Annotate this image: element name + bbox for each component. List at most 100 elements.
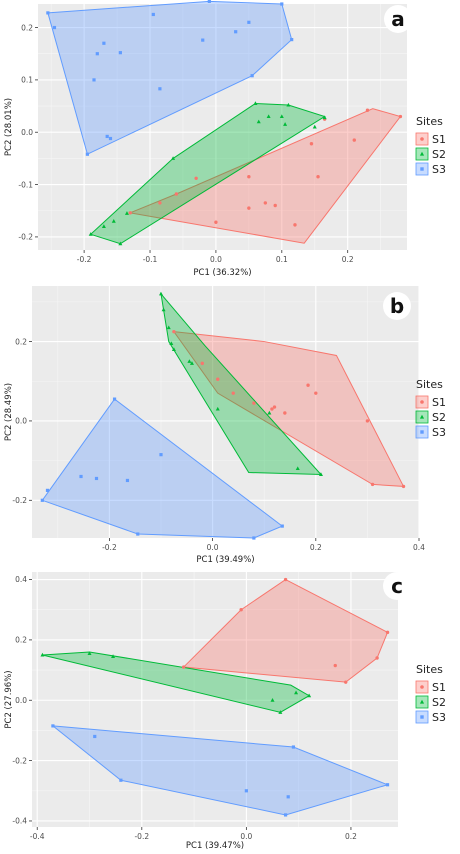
point-s3: [158, 87, 162, 91]
point-s1: [316, 175, 320, 179]
y-tick-label: -0.2: [12, 496, 27, 505]
point-s2: [169, 341, 174, 346]
point-s3: [136, 532, 140, 536]
point-s3: [45, 488, 50, 492]
hull-s2: [160, 292, 323, 476]
point-s1: [194, 176, 198, 180]
point-s2: [286, 102, 291, 107]
point-s3: [159, 453, 163, 457]
y-tick-label: -0.2: [12, 756, 27, 765]
y-tick-label: -0.4: [12, 817, 27, 826]
point-s2: [278, 710, 283, 714]
point-s2: [40, 652, 45, 657]
point-s1: [239, 608, 243, 612]
x-tick-label: 0.0: [207, 543, 219, 552]
point-s2: [322, 115, 327, 120]
x-tick-label: 0.2: [345, 832, 357, 841]
point-s1: [314, 391, 318, 395]
y-tick-label: 0.2: [15, 337, 27, 346]
point-s1: [401, 484, 406, 489]
point-s1: [333, 663, 337, 668]
point-s2: [294, 690, 299, 695]
legend-label-s1: S1: [432, 133, 446, 146]
point-s1: [128, 211, 132, 215]
point-s1: [273, 203, 277, 208]
point-s3: [93, 734, 97, 739]
legend-marker-s1: [420, 400, 424, 404]
x-tick-label: -0.1: [143, 255, 158, 264]
point-s2: [101, 224, 106, 228]
point-s3: [385, 783, 390, 787]
x-tick-label: 0.4: [413, 543, 425, 552]
y-tick-label: 0.0: [15, 696, 27, 705]
legend-label-s2: S2: [432, 411, 446, 424]
x-tick-label: 0.2: [310, 543, 322, 552]
point-s1: [352, 138, 356, 142]
point-s1: [172, 329, 176, 334]
x-tick-label: 0.1: [276, 255, 288, 264]
point-s2: [111, 654, 116, 658]
point-s2: [111, 219, 116, 223]
point-s3: [79, 474, 83, 479]
plot-background: [32, 572, 398, 827]
point-s2: [279, 114, 284, 119]
point-s3: [46, 11, 50, 15]
panel-a: -0.2 -0.1 0.0 0.1 0.2 -0.2 -0.1 0.0 0.1 0.2 PC1 (3…: [4, 0, 446, 278]
point-s1: [272, 405, 277, 409]
point-s3: [95, 52, 99, 56]
point-s2: [256, 119, 261, 124]
point-s3: [252, 536, 256, 540]
legend-label-s2: S2: [432, 148, 446, 161]
point-s2: [283, 122, 288, 126]
point-s3: [119, 778, 123, 782]
point-s1: [293, 223, 297, 227]
point-s1: [306, 383, 310, 387]
point-s2: [118, 241, 123, 246]
y-tick-label: 0.2: [15, 636, 27, 645]
panel-label-badge: [384, 5, 412, 33]
y-tick-label: -0.2: [18, 233, 33, 242]
hull-s3: [51, 725, 390, 816]
legend-label-s3: S3: [432, 426, 446, 439]
legend-label-s1: S1: [432, 681, 446, 694]
point-s1: [375, 656, 379, 660]
x-tick-label: 0.0: [240, 832, 252, 841]
hull-s1: [128, 108, 402, 244]
legend-title: Sites: [416, 663, 443, 676]
point-s1: [263, 201, 268, 205]
point-s1: [398, 114, 403, 119]
point-s3: [234, 30, 238, 34]
point-s3: [244, 789, 248, 793]
point-s3: [283, 813, 288, 817]
point-s1: [283, 577, 288, 582]
point-s3: [280, 524, 284, 528]
x-tick-label: 0.0: [210, 255, 222, 264]
y-tick-label: -0.1: [18, 180, 33, 189]
panel-label: a: [391, 7, 405, 31]
point-s3: [151, 12, 155, 17]
legend-title: Sites: [416, 378, 443, 391]
point-s2: [318, 472, 323, 477]
hull-s3: [41, 398, 284, 539]
point-s1: [365, 108, 370, 112]
legend-marker-s2: [419, 699, 425, 704]
legend-label-s3: S3: [432, 711, 446, 724]
panel-label: b: [390, 294, 404, 318]
panel-label-badge: [383, 292, 411, 320]
point-s3: [280, 2, 284, 6]
point-s1: [174, 192, 179, 196]
point-s3: [118, 51, 122, 55]
y-tick-label: 0.2: [21, 23, 33, 32]
point-s3: [51, 724, 55, 728]
legend: Sites S1 S2 S3: [415, 378, 446, 439]
point-s3: [85, 152, 90, 156]
point-s3: [112, 397, 117, 401]
x-tick-label: -0.4: [30, 832, 45, 841]
point-s1: [247, 206, 251, 210]
point-s3: [207, 0, 211, 3]
legend-title: Sites: [416, 115, 443, 128]
x-tick-label: -0.2: [77, 255, 92, 264]
point-s2: [189, 361, 194, 365]
point-s2: [171, 347, 176, 351]
y-tick-label: 0.0: [15, 417, 27, 426]
